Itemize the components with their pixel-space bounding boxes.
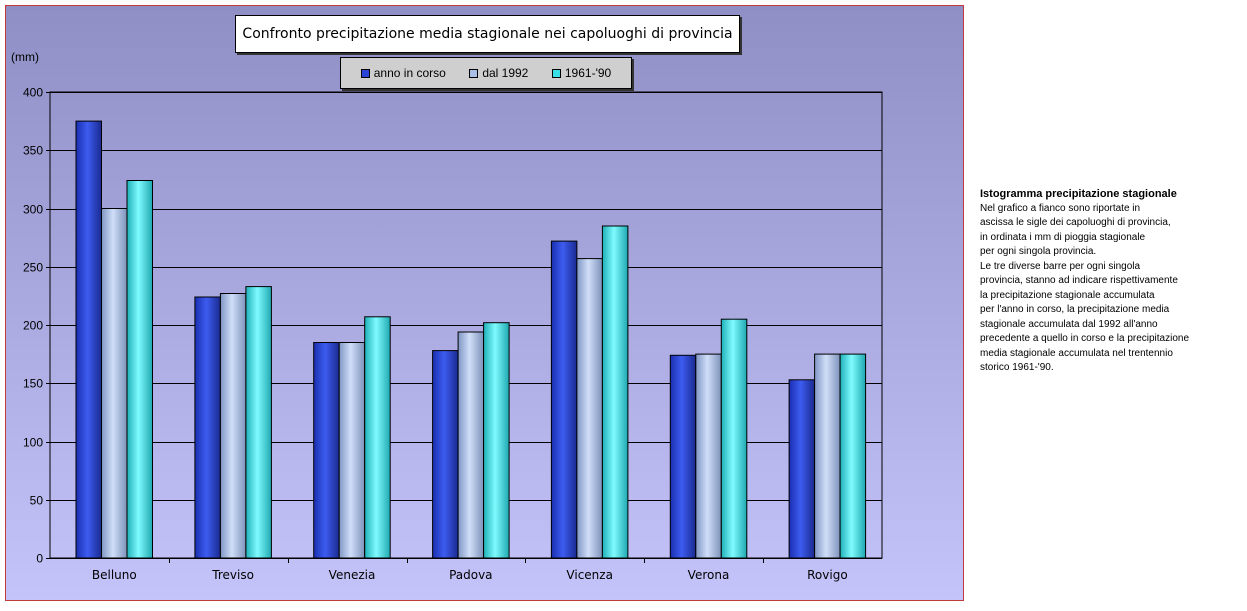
chart-title: Confronto precipitazione media stagional…	[242, 26, 733, 42]
y-tick-label: 400	[23, 86, 43, 100]
tick-labels: 0 50 100 150 200 250 300 350 400 Belluno Treviso Ve…	[23, 86, 848, 583]
side-panel-line: provincia, stanno ad indicare rispettiva…	[980, 275, 1178, 286]
side-panel-line: Le tre diverse barre per ogni singola	[980, 260, 1141, 272]
x-tick-label-verona: Verona	[688, 568, 730, 582]
legend-swatch-1961-90	[551, 68, 561, 78]
legend-item-1961-90: 1961-'90	[551, 66, 612, 80]
x-tick-label-vicenza: Vicenza	[566, 568, 613, 582]
x-tick-label-belluno: Belluno	[92, 568, 137, 582]
bar-belluno-series-1	[101, 208, 128, 559]
legend-label-anno-in-corso: anno in corso	[373, 66, 446, 80]
bar-vicenza-series-0	[550, 240, 578, 559]
bar-venezia-series-1	[338, 342, 366, 559]
x-tick-label-treviso: Treviso	[211, 568, 254, 582]
bar-chart: 0 50 100 150 200 250 300 350 400 Belluno Treviso Ve…	[6, 6, 963, 600]
side-panel-line: la precipitazione stagionale accumulata	[980, 289, 1155, 301]
side-panel-line: precedente a quello in corso e la precip…	[980, 333, 1190, 344]
chart-legend: anno in corso dal 1992 1961-'90	[340, 57, 632, 89]
bar-belluno-series-2	[126, 180, 153, 559]
y-tick-label: 150	[23, 377, 43, 391]
bar-venezia-series-0	[313, 342, 340, 559]
bar-treviso-series-1	[219, 293, 247, 559]
legend-label-dal-1992: dal 1992	[482, 66, 529, 80]
bar-verona-series-2	[720, 318, 748, 559]
bar-rovigo-series-2	[839, 353, 867, 559]
bar-verona-series-0	[669, 354, 697, 559]
side-panel-line: storico 1961-'90.	[980, 362, 1054, 373]
y-tick-label: 350	[23, 144, 43, 158]
legend-swatch-anno-in-corso	[360, 68, 370, 78]
bars	[75, 120, 867, 559]
bar-padova-series-1	[457, 331, 485, 559]
bar-rovigo-series-1	[814, 353, 841, 559]
side-panel-line: media stagionale accumulata nel trentenn…	[980, 347, 1173, 359]
side-panel-title: Istogramma precipitazione stagionale	[980, 188, 1177, 200]
legend-label-1961-90: 1961-'90	[564, 66, 612, 80]
y-tick-label: 100	[23, 436, 43, 450]
legend-swatch-dal-1992	[469, 68, 479, 78]
legend-item-anno-in-corso: anno in corso	[360, 66, 446, 80]
bar-belluno-series-0	[75, 120, 102, 559]
side-panel-line: Nel grafico a fianco sono riportate in	[980, 202, 1141, 214]
bar-rovigo-series-0	[788, 379, 816, 559]
x-tick-label-padova: Padova	[449, 568, 492, 582]
bar-padova-series-2	[483, 322, 510, 559]
bar-treviso-series-2	[245, 286, 272, 559]
y-tick-label: 300	[23, 203, 43, 217]
y-tick-label: 0	[36, 552, 43, 566]
bar-treviso-series-0	[194, 296, 221, 559]
y-tick-label: 200	[23, 319, 43, 333]
legend-item-dal-1992: dal 1992	[469, 66, 528, 80]
bar-vicenza-series-2	[601, 225, 629, 559]
chart-frame: 0 50 100 150 200 250 300 350 400 Belluno Treviso Ve…	[5, 5, 964, 601]
y-axis-unit-label: (mm)	[11, 50, 39, 64]
side-panel-line: stagionale accumulata dal 1992 all'anno	[980, 318, 1158, 330]
bar-venezia-series-2	[364, 316, 391, 559]
y-tick-label: 250	[23, 261, 43, 275]
side-description-panel: Istogramma precipitazione stagionale Nel…	[980, 187, 1240, 376]
side-panel-line: per l'anno in corso, la precipitazione m…	[980, 304, 1170, 315]
side-panel-line: ascissa le sigle dei capoluoghi di provi…	[980, 217, 1171, 228]
chart-title-box: Confronto precipitazione media stagional…	[235, 15, 740, 53]
y-tick-label: 50	[30, 494, 44, 508]
side-panel-line: per ogni singola provincia.	[980, 246, 1097, 257]
bar-verona-series-1	[695, 353, 722, 559]
bar-padova-series-0	[432, 350, 459, 559]
side-panel-line: in ordinata i mm di pioggia stagionale	[980, 231, 1146, 243]
bar-vicenza-series-1	[576, 258, 603, 559]
x-tick-label-rovigo: Rovigo	[807, 568, 848, 582]
x-tick-label-venezia: Venezia	[329, 568, 376, 582]
